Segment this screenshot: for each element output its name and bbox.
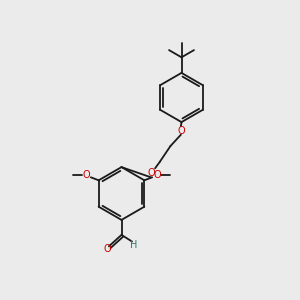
Text: O: O: [153, 170, 161, 180]
Text: O: O: [82, 170, 90, 180]
Text: H: H: [130, 240, 138, 250]
Text: O: O: [177, 125, 185, 136]
Text: O: O: [103, 244, 111, 254]
Text: O: O: [148, 168, 155, 178]
